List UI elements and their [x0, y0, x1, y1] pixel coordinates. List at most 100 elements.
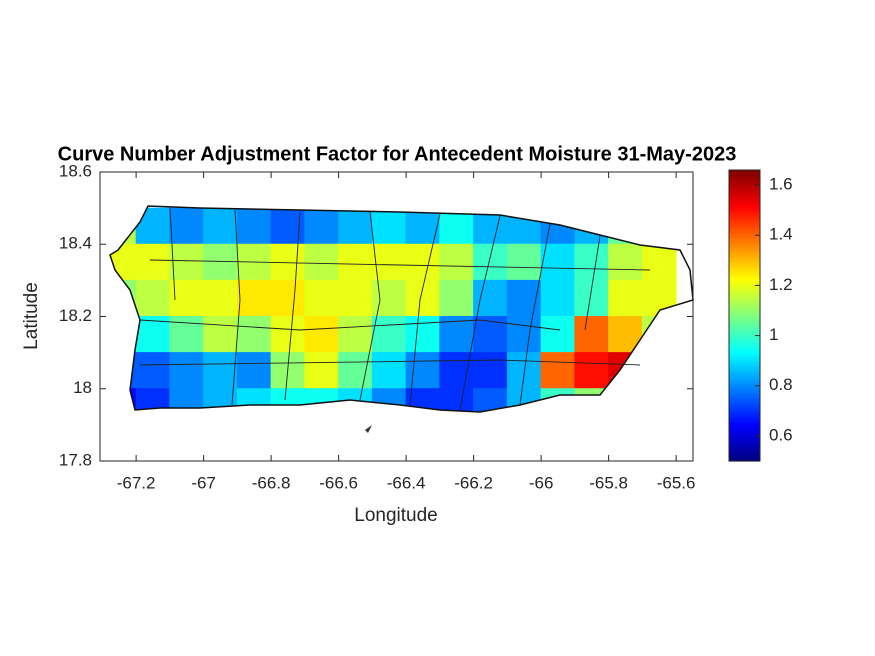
x-tick-label: -66.4 — [387, 473, 426, 492]
colorbar-swatch — [729, 300, 760, 304]
heat-cell — [338, 243, 373, 281]
x-tick-label: -65.8 — [589, 473, 628, 492]
colorbar: 0.6 0.8 1 1.2 1.4 1.6 — [729, 170, 793, 462]
heat-cell — [169, 207, 205, 245]
heat-cell — [574, 316, 610, 354]
colorbar-swatch — [729, 242, 760, 246]
colorbar-tick-label: 1 — [769, 325, 778, 344]
colorbar-swatch — [729, 288, 760, 292]
heat-cell — [473, 243, 508, 281]
colorbar-swatch — [729, 262, 760, 266]
colorbar-swatch — [729, 417, 760, 421]
colorbar-swatch — [729, 206, 760, 210]
y-axis-label: Latitude — [21, 282, 42, 350]
heat-cell — [203, 243, 238, 281]
heat-cell — [169, 388, 205, 412]
heat-cell — [540, 352, 576, 390]
colorbar-swatch — [729, 267, 760, 271]
heat-cell — [506, 243, 542, 281]
colorbar-swatch — [729, 320, 760, 324]
colorbar-swatch — [729, 427, 760, 431]
heat-cell — [203, 207, 238, 245]
colorbar-swatch — [729, 298, 760, 302]
heat-cell — [371, 352, 407, 390]
heat-cell — [540, 243, 576, 281]
y-tick-label: 17.8 — [59, 450, 92, 469]
coastline — [109, 205, 694, 413]
heat-cell — [169, 243, 205, 281]
colorbar-swatch — [729, 310, 760, 314]
heat-cell — [169, 352, 205, 390]
x-tick-label: -67.2 — [117, 473, 156, 492]
heat-cell — [304, 352, 340, 390]
colorbar-swatch — [729, 368, 760, 372]
colorbar-swatch — [729, 213, 760, 217]
heat-cell — [439, 388, 475, 412]
heat-cell — [405, 243, 441, 281]
heat-cell — [270, 279, 306, 317]
colorbar-swatch — [729, 283, 760, 287]
colorbar-tick-label: 0.6 — [769, 425, 793, 444]
colorbar-swatch — [729, 354, 760, 358]
heat-cell — [236, 352, 272, 390]
heat-cell — [304, 279, 340, 317]
colorbar-swatch — [729, 225, 760, 229]
heat-cell — [338, 352, 373, 390]
colorbar-swatch — [729, 322, 760, 326]
colorbar-swatch — [729, 325, 760, 329]
colorbar-swatch — [729, 444, 760, 448]
heat-cell — [338, 279, 373, 317]
heat-cell — [540, 279, 576, 317]
colorbar-swatch — [729, 373, 760, 377]
colorbar-swatch — [729, 208, 760, 212]
heat-cell — [236, 316, 272, 354]
colorbar-swatch — [729, 366, 760, 370]
heat-cell — [608, 243, 643, 281]
heat-cell — [304, 316, 340, 354]
colorbar-swatch — [729, 359, 760, 363]
colorbar-swatch — [729, 279, 760, 283]
heat-cell — [135, 243, 171, 281]
heat-cell — [371, 316, 407, 354]
heat-cell — [608, 279, 643, 317]
colorbar-swatch — [729, 351, 760, 355]
colorbar-swatch — [729, 194, 760, 198]
colorbar-swatch — [729, 254, 760, 258]
colorbar-tick-label: 1.2 — [769, 275, 793, 294]
heat-cell — [439, 243, 475, 281]
x-tick-label: -65.6 — [657, 473, 696, 492]
colorbar-swatch — [729, 390, 760, 394]
colorbar-swatch — [729, 172, 760, 176]
colorbar-swatch — [729, 342, 760, 346]
heat-cell — [304, 207, 340, 245]
colorbar-swatch — [729, 274, 760, 278]
colorbar-swatch — [729, 237, 760, 241]
colorbar-swatch — [729, 395, 760, 399]
colorbar-swatch — [729, 291, 760, 295]
colorbar-swatch — [729, 344, 760, 348]
colorbar-swatch — [729, 269, 760, 273]
municipal-borders — [139, 207, 651, 411]
colorbar-swatch — [729, 259, 760, 263]
heat-cell — [439, 279, 475, 317]
colorbar-swatch — [729, 313, 760, 317]
colorbar-tick-label: 1.6 — [769, 175, 793, 194]
colorbar-swatch — [729, 196, 760, 200]
colorbar-swatch — [729, 189, 760, 193]
colorbar-tick-label: 0.8 — [769, 375, 793, 394]
colorbar-swatch — [729, 439, 760, 443]
colorbar-swatch — [729, 203, 760, 207]
heat-cell — [473, 388, 508, 412]
colorbar-swatch — [729, 240, 760, 244]
colorbar-swatch — [729, 356, 760, 360]
y-tick-label: 18.4 — [59, 234, 92, 253]
heat-cell — [135, 352, 171, 390]
heat-cell — [203, 352, 238, 390]
colorbar-swatch — [729, 400, 760, 404]
colorbar-swatch — [729, 218, 760, 222]
colorbar-swatch — [729, 191, 760, 195]
colorbar-swatch — [729, 327, 760, 331]
colorbar-swatch — [729, 233, 760, 237]
colorbar-swatch — [729, 419, 760, 423]
colorbar-swatch — [729, 397, 760, 401]
